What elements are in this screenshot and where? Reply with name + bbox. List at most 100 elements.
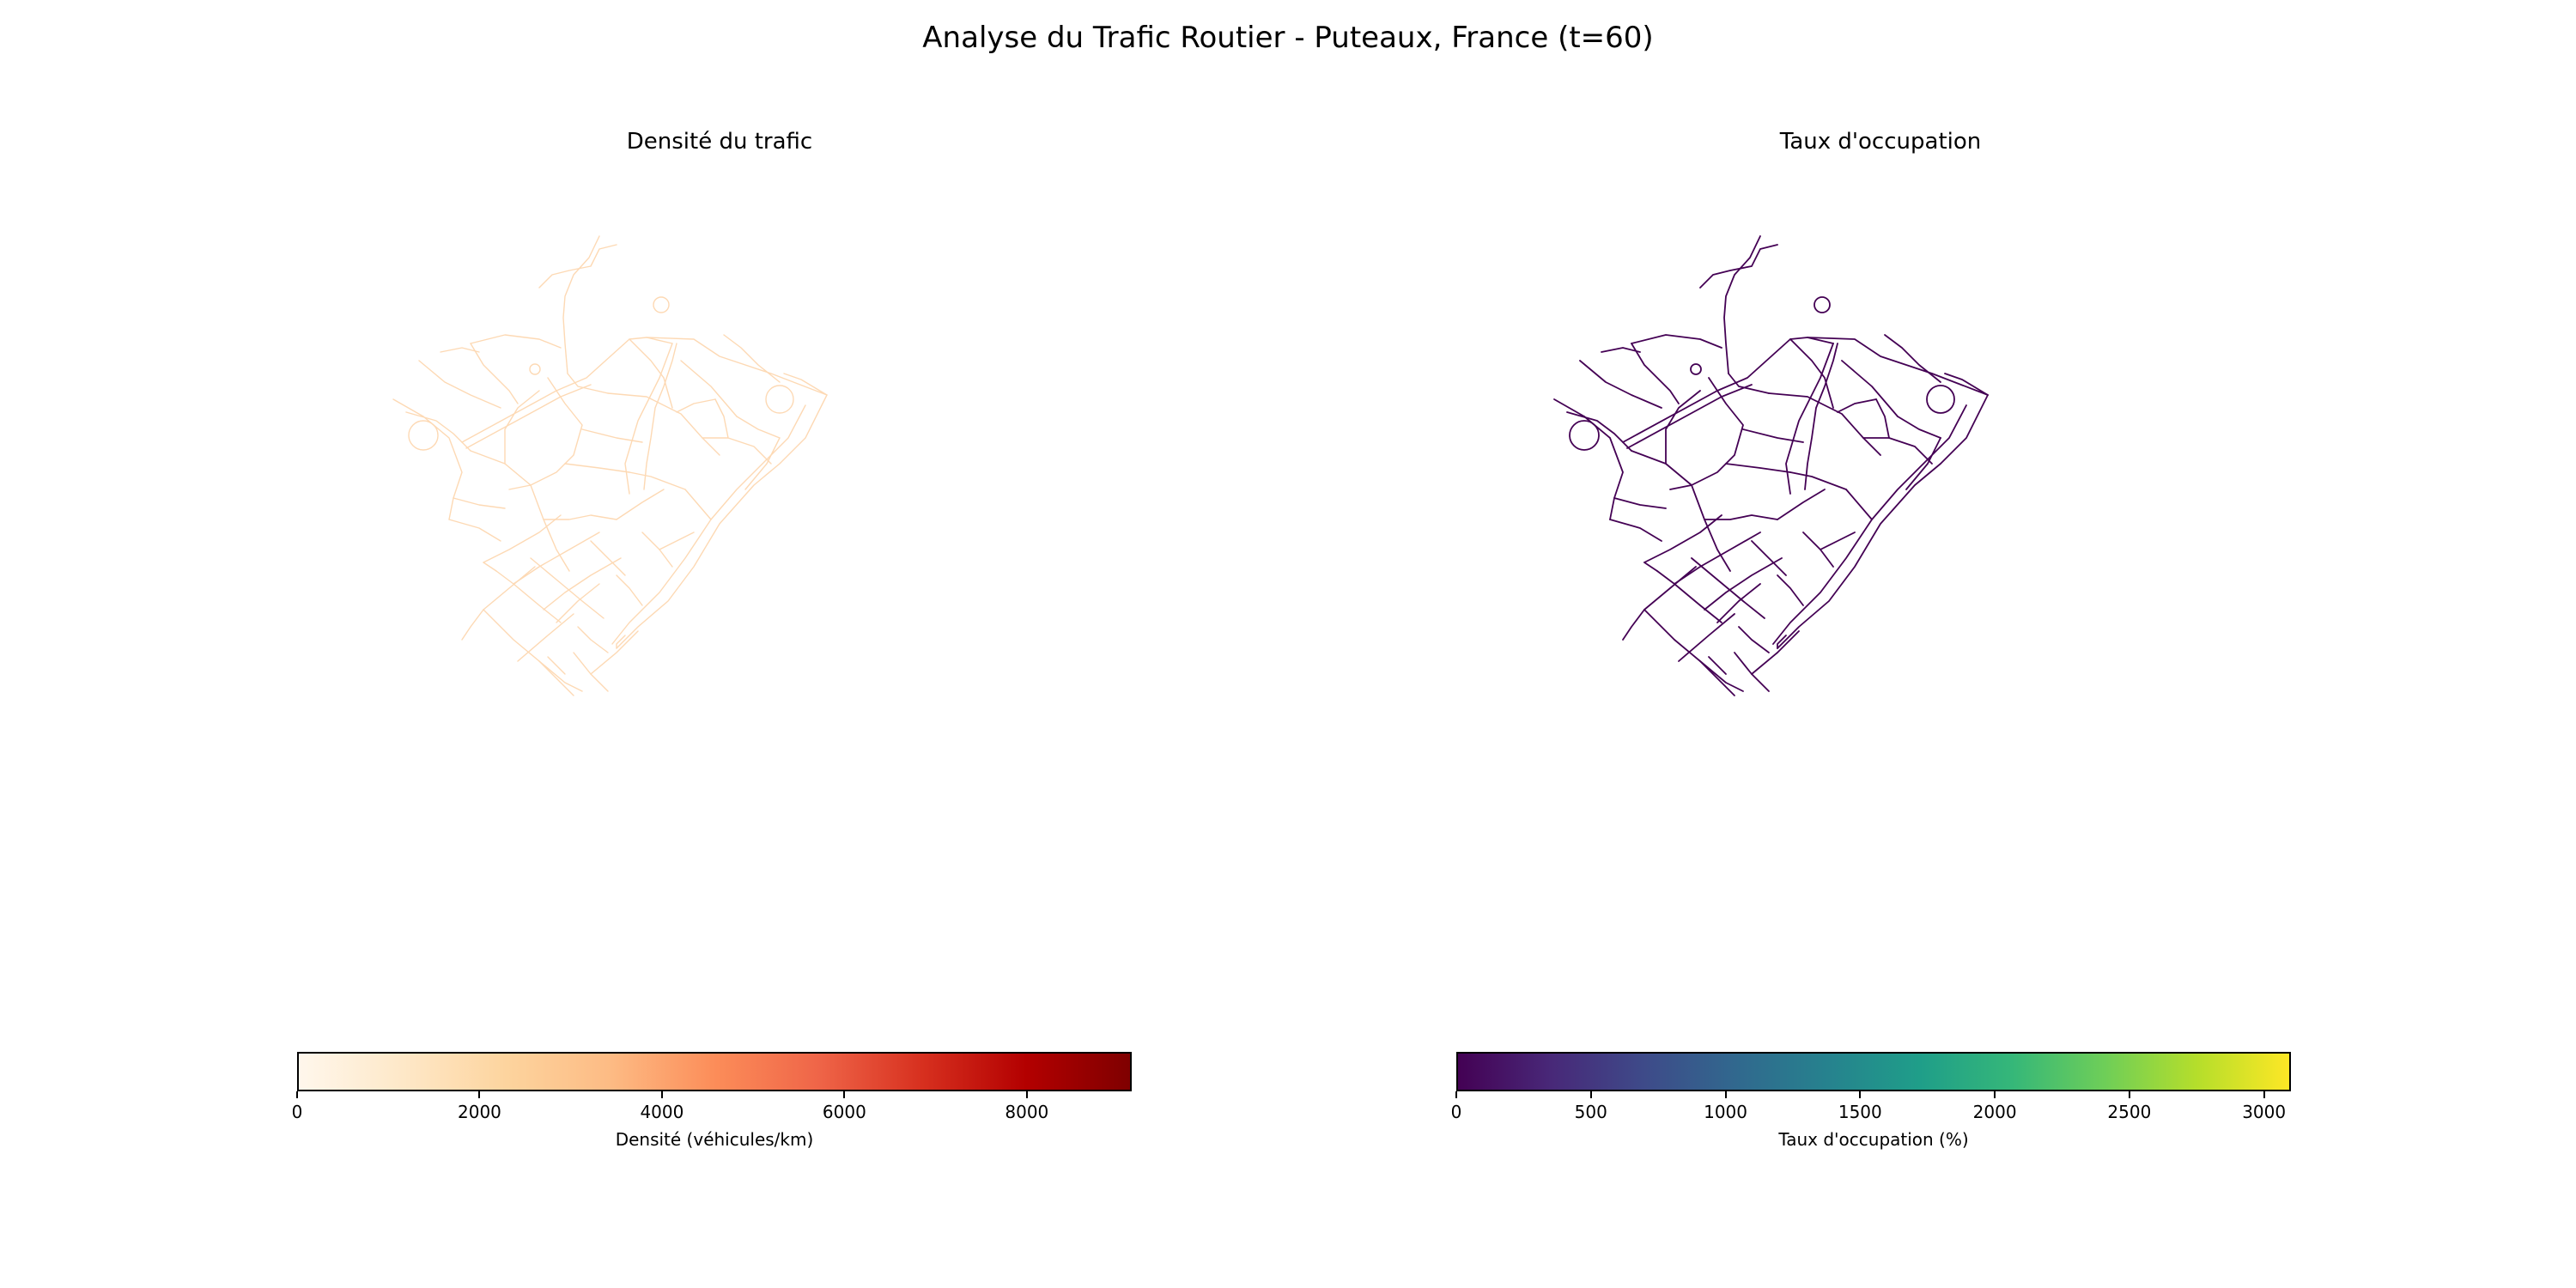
density-colorbar-tick-label: 2000 [458,1102,501,1122]
density-colorbar-tick-label: 8000 [1005,1102,1049,1122]
occupancy-colorbar-tick-label: 1000 [1704,1102,1747,1122]
density-roundabout [408,420,439,451]
occupancy-road-segment [1626,384,1753,449]
occupancy-road-segment [1772,404,1967,645]
occupancy-roundabout [1569,420,1600,451]
occupancy-colorbar-tick-mark [1589,1091,1592,1098]
occupancy-road-segment [1669,377,1744,490]
occupancy-road-segment [1704,514,1778,520]
density-roundabout [765,385,794,414]
density-road-segment [714,398,729,439]
occupancy-road-segment [1665,390,1701,465]
occupancy-colorbar-ticks: 0 500 1000 1500 2000 2500 3000 [1451,1091,2291,1126]
density-panel-title: Densité du trafic [626,129,813,155]
density-colorbar-tick-mark [296,1091,298,1098]
density-road-segment [508,377,583,490]
density-road-segment [616,489,665,520]
occupancy-colorbar-label: Taux d'occupation (%) [1778,1129,1969,1150]
density-colorbar [297,1052,1132,1091]
occupancy-road-network-map [1553,235,1989,696]
occupancy-road-segment [1579,360,1662,409]
density-road-segment [483,562,497,572]
density-roundabout [653,296,670,313]
occupancy-road-segment [1845,489,1873,520]
occupancy-road-segment [1875,398,1890,439]
occupancy-road-segment [1553,398,1585,417]
occupancy-road-segment [1674,532,1761,585]
occupancy-road-segment [1751,540,1787,576]
occupancy-colorbar-tick-mark [2263,1091,2265,1098]
occupancy-colorbar-tick-label: 1500 [1838,1102,1882,1122]
occupancy-road-segment [1699,660,1735,696]
occupancy-colorbar-tick-mark [1994,1091,1996,1098]
density-road-segment [470,334,562,349]
occupancy-road-segment [1643,566,1697,611]
occupancy-road-segment [1566,411,1632,452]
density-road-segment [405,411,471,452]
density-road-segment [470,343,519,404]
density-road-segment [392,398,424,417]
occupancy-road-segment [1768,392,1881,456]
occupancy-road-segment [1789,471,1847,490]
density-colorbar-tick-label: 4000 [640,1102,684,1122]
density-road-segment [607,392,720,456]
density-road-segment [483,609,583,692]
occupancy-road-segment [1631,343,1680,404]
density-road-network-map [392,235,828,696]
density-colorbar-tick-mark [660,1091,663,1098]
occupancy-road-segment [1601,347,1641,353]
density-road-segment [646,337,828,396]
occupancy-road-segment [1716,583,1761,623]
density-colorbar-label: Densité (véhicules/km) [615,1129,814,1150]
occupancy-colorbar-tick-mark [1455,1091,1457,1098]
occupancy-road-segment [1751,630,1800,675]
density-road-segment [573,652,609,692]
occupancy-roundabout [1814,296,1831,313]
density-road-segment [440,347,480,353]
occupancy-road-segment [1704,557,1783,611]
density-road-segment [543,514,617,520]
density-road-segment [483,514,562,563]
occupancy-colorbar-tick-label: 3000 [2242,1102,2287,1122]
occupancy-road-segment [1777,635,1787,649]
density-road-segment [448,519,501,542]
occupancy-road-segment [1643,609,1744,692]
occupancy-road-segment [1785,343,1834,495]
occupancy-road-segment [1742,428,1804,443]
occupancy-roundabout [1690,363,1702,375]
occupancy-colorbar-tick-mark [1859,1091,1862,1098]
density-road-segment [702,437,772,465]
occupancy-road-segment [1622,337,1834,443]
density-road-segment [422,416,463,520]
density-roundabout [529,363,541,375]
occupancy-colorbar-tick-label: 500 [1574,1102,1607,1122]
density-road-segment [564,463,630,473]
density-road-segment [513,532,600,585]
density-road-segment [616,574,643,606]
density-colorbar-tick-mark [1025,1091,1028,1098]
density-road-segment [736,416,781,439]
occupancy-road-segment [1656,570,1722,623]
occupancy-roundabout [1926,385,1955,414]
occupancy-road-segment [1583,416,1624,520]
occupancy-road-segment [1708,656,1727,675]
density-road-segment [629,338,673,409]
occupancy-road-segment [1777,574,1804,606]
density-road-segment [723,334,781,383]
density-road-segment [611,404,806,645]
occupancy-road-segment [1777,489,1826,520]
density-road-segment [530,557,605,619]
density-road-segment [538,244,617,289]
occupancy-road-segment [1728,373,1770,394]
occupancy-road-segment [1631,450,1692,486]
occupancy-road-segment [1807,337,1989,396]
density-road-segment [556,583,600,623]
density-road-segment [465,384,592,449]
occupancy-colorbar-tick-label: 2000 [1972,1102,2017,1122]
occupancy-road-segment [1884,334,1941,383]
density-colorbar-tick-label: 6000 [822,1102,866,1122]
occupancy-road-segment [1609,519,1662,542]
density-road-segment [643,343,677,490]
density-road-segment [590,630,639,675]
occupancy-road-segment [1804,343,1838,490]
